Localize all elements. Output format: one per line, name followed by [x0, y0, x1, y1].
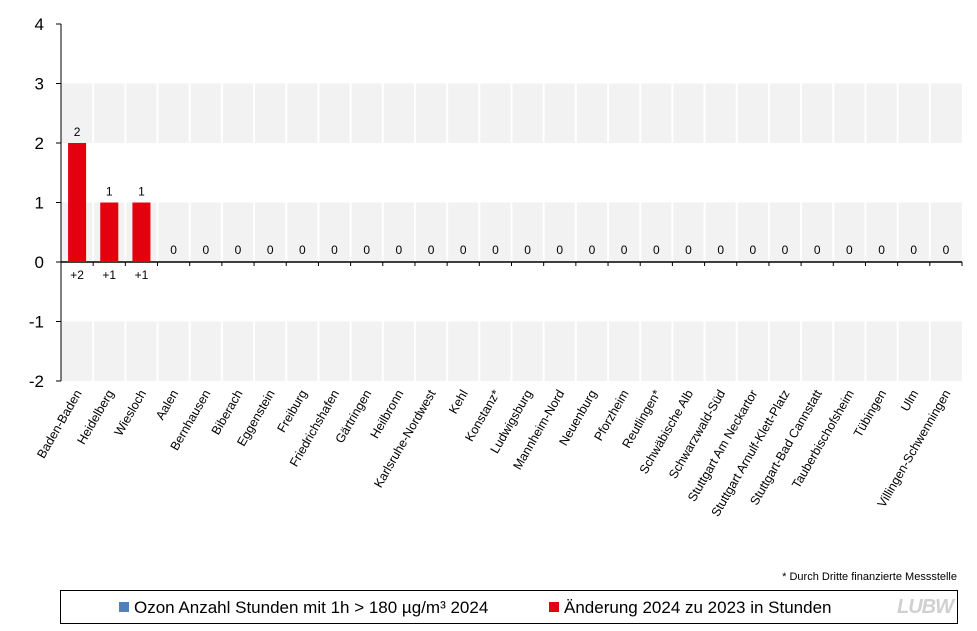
y-tick-label: 2: [35, 134, 44, 153]
legend-label-ozone: Ozon Anzahl Stunden mit 1h > 180 µg/m³ 2…: [134, 598, 489, 617]
value-label: 0: [621, 243, 628, 257]
value-label: 0: [396, 243, 403, 257]
value-label: 0: [331, 243, 338, 257]
category-label: Biberach: [209, 387, 246, 437]
value-label: 0: [943, 243, 950, 257]
value-label: 0: [170, 243, 177, 257]
value-label: 1: [138, 185, 145, 199]
legend-swatch-change: [549, 602, 559, 612]
category-label: Tauberbischofsheim: [789, 388, 857, 491]
y-tick-label: 4: [35, 15, 44, 34]
value-label: 0: [235, 243, 242, 257]
change-bar: [68, 143, 87, 262]
legend: Ozon Anzahl Stunden mit 1h > 180 µg/m³ 2…: [60, 590, 958, 624]
legend-label-change: Änderung 2024 zu 2023 in Stunden: [564, 598, 832, 617]
value-label: 0: [524, 243, 531, 257]
value-label: 0: [749, 243, 756, 257]
legend-swatch-ozone: [119, 602, 129, 612]
category-label: Wiesloch: [112, 387, 150, 438]
legend-item-ozone: Ozon Anzahl Stunden mit 1h > 180 µg/m³ 2…: [119, 598, 488, 618]
y-tick-label: -1: [29, 313, 44, 332]
value-label: 0: [428, 243, 435, 257]
value-label: 0: [910, 243, 917, 257]
y-tick-label: 0: [35, 253, 44, 272]
value-label: 0: [717, 243, 724, 257]
value-label: 0: [782, 243, 789, 257]
change-bar: [100, 202, 119, 262]
change-label: +1: [135, 268, 149, 282]
value-label: 0: [460, 243, 467, 257]
footnote: * Durch Dritte finanzierte Messstelle: [782, 571, 957, 583]
category-label: Aalen: [153, 387, 181, 422]
lubw-logo: LUBW: [897, 596, 954, 618]
value-label: 0: [363, 243, 370, 257]
value-label: 0: [202, 243, 209, 257]
y-tick-label: 3: [35, 75, 44, 94]
value-label: 0: [556, 243, 563, 257]
category-label: Freiburg: [275, 387, 310, 434]
value-label: 0: [878, 243, 885, 257]
category-label: Ulm: [898, 388, 921, 414]
value-label: 0: [299, 243, 306, 257]
change-label: +2: [70, 268, 84, 282]
category-label: Baden-Baden: [34, 387, 84, 460]
value-label: 0: [589, 243, 596, 257]
legend-item-change: Änderung 2024 zu 2023 in Stunden: [549, 598, 832, 618]
y-tick-label: -2: [29, 372, 44, 391]
value-label: 0: [267, 243, 274, 257]
value-label: 0: [653, 243, 660, 257]
category-label: Karlsruhe-Nordwest: [371, 387, 439, 490]
chart: 43210-1-22+2Baden-Baden1+1Heidelberg1+1W…: [29, 15, 963, 519]
category-label: Tübingen: [851, 387, 889, 439]
change-label: +1: [102, 268, 116, 282]
category-label: Kehl: [446, 388, 471, 417]
y-tick-label: 1: [35, 194, 44, 213]
value-label: 0: [814, 243, 821, 257]
value-label: 0: [685, 243, 692, 257]
change-bar: [132, 202, 151, 262]
value-label: 1: [106, 185, 113, 199]
value-label: 0: [492, 243, 499, 257]
value-label: 2: [74, 125, 81, 139]
value-label: 0: [846, 243, 853, 257]
